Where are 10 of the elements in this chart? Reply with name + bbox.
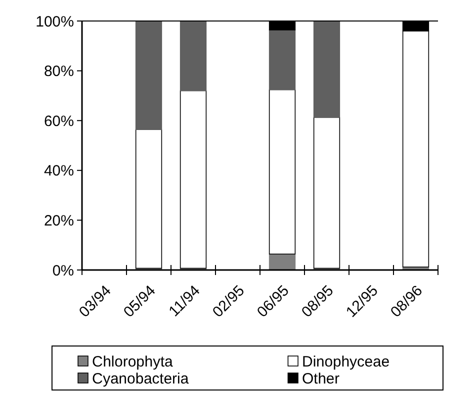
y-tick-label: 100%: [36, 13, 74, 30]
legend-label: Cyanobacteria: [92, 370, 190, 388]
y-tick-label: 20%: [44, 212, 74, 230]
legend-label: Other: [302, 370, 340, 388]
y-tick-label: 0%: [52, 262, 74, 280]
legend-label: Chlorophyta: [92, 353, 174, 370]
y-tick-label: 40%: [44, 162, 74, 180]
y-tick-label: 80%: [44, 63, 74, 80]
legend-label: Dinophyceae: [302, 353, 390, 370]
y-tick-label: 60%: [44, 112, 74, 130]
